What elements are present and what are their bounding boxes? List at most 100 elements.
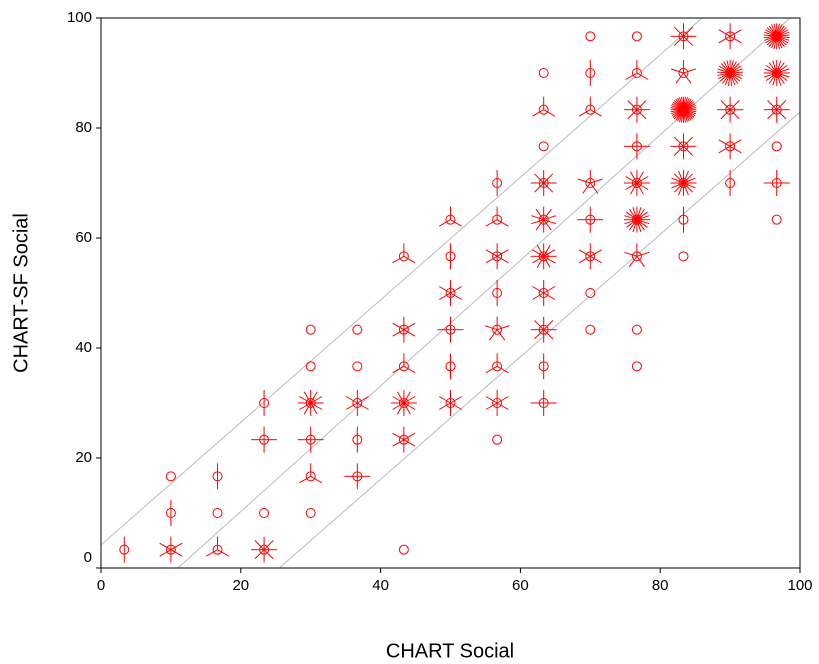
sunflower-point	[577, 170, 603, 194]
petal	[636, 215, 650, 221]
petal	[628, 219, 638, 231]
petal	[392, 439, 405, 447]
petal	[675, 72, 684, 84]
sunflower-point	[670, 23, 697, 50]
petal	[532, 286, 544, 294]
petal	[636, 171, 644, 184]
petal	[636, 208, 645, 220]
sunflower-point	[492, 170, 503, 196]
petal	[543, 244, 551, 257]
point-circle	[631, 31, 642, 42]
petal	[629, 171, 638, 184]
petal	[776, 68, 790, 74]
sunflower-point	[259, 508, 270, 518]
sunflower-point	[530, 316, 557, 343]
petal	[764, 72, 777, 78]
petal	[772, 60, 778, 74]
sunflower-point	[485, 243, 509, 270]
petal	[683, 145, 694, 156]
petal	[729, 61, 737, 74]
sunflower-point	[725, 170, 736, 196]
x-tick-label: 20	[232, 577, 249, 594]
petal	[590, 109, 602, 117]
sunflower-point	[771, 214, 782, 225]
petal	[392, 432, 405, 441]
sunflower-point	[398, 544, 409, 555]
plot-frame	[100, 17, 801, 569]
petal	[671, 182, 684, 189]
petal	[532, 292, 544, 300]
petal	[496, 402, 509, 410]
point-circle	[631, 361, 642, 372]
sunflower-point	[119, 536, 130, 563]
point-circle	[538, 68, 549, 78]
petal	[718, 65, 731, 74]
petal	[535, 219, 545, 231]
petal	[719, 72, 731, 82]
petal	[531, 219, 544, 225]
petal	[729, 65, 742, 74]
petal	[729, 72, 741, 82]
petal	[673, 173, 684, 184]
petal	[263, 540, 274, 551]
petal	[532, 255, 544, 264]
sunflower-point	[718, 133, 742, 160]
petal	[438, 292, 451, 300]
petal	[543, 219, 552, 231]
petal	[589, 182, 599, 194]
petal	[396, 391, 405, 404]
petal	[217, 549, 230, 557]
petal	[625, 176, 638, 184]
sunflower-point	[718, 23, 742, 50]
petal	[543, 109, 556, 117]
sunflower-point	[530, 390, 557, 416]
petal	[577, 178, 591, 184]
petal	[718, 35, 731, 44]
petal	[626, 219, 638, 228]
petal	[627, 109, 638, 120]
petal	[543, 208, 552, 220]
petal	[627, 100, 638, 111]
reference-line	[278, 111, 800, 568]
point-circle	[771, 214, 782, 225]
y-tick-label: 60	[75, 229, 92, 246]
petal	[532, 109, 544, 117]
petal	[170, 549, 183, 557]
petal	[578, 255, 591, 264]
petal	[678, 170, 684, 184]
petal	[720, 109, 731, 120]
sunflower-point	[206, 536, 230, 557]
petal	[632, 219, 638, 233]
petal	[626, 211, 638, 221]
petal	[776, 109, 787, 120]
petal	[683, 72, 692, 84]
sunflower-point	[484, 316, 510, 341]
petal	[159, 542, 172, 551]
y-axis-title: CHART-SF Social	[10, 213, 32, 373]
petal	[543, 256, 551, 268]
petal	[392, 322, 405, 331]
petal	[357, 396, 369, 404]
sunflower-point	[585, 288, 596, 298]
sunflower-point	[212, 463, 223, 490]
petal	[438, 219, 451, 227]
petal	[543, 255, 556, 264]
petal	[729, 100, 740, 111]
petal	[636, 207, 642, 220]
petal	[543, 182, 554, 193]
petal	[159, 549, 172, 557]
petal	[543, 219, 557, 225]
petal	[534, 320, 545, 331]
petal	[624, 215, 638, 221]
petal	[625, 72, 638, 80]
petal	[254, 540, 265, 551]
point-circle	[631, 324, 642, 335]
sunflower-point	[438, 206, 463, 227]
petal	[590, 255, 602, 264]
sunflower-point	[392, 353, 416, 374]
petal	[729, 63, 740, 74]
petal	[673, 182, 684, 193]
petal	[299, 396, 311, 404]
sunflower-point	[532, 280, 556, 306]
petal	[485, 402, 498, 410]
